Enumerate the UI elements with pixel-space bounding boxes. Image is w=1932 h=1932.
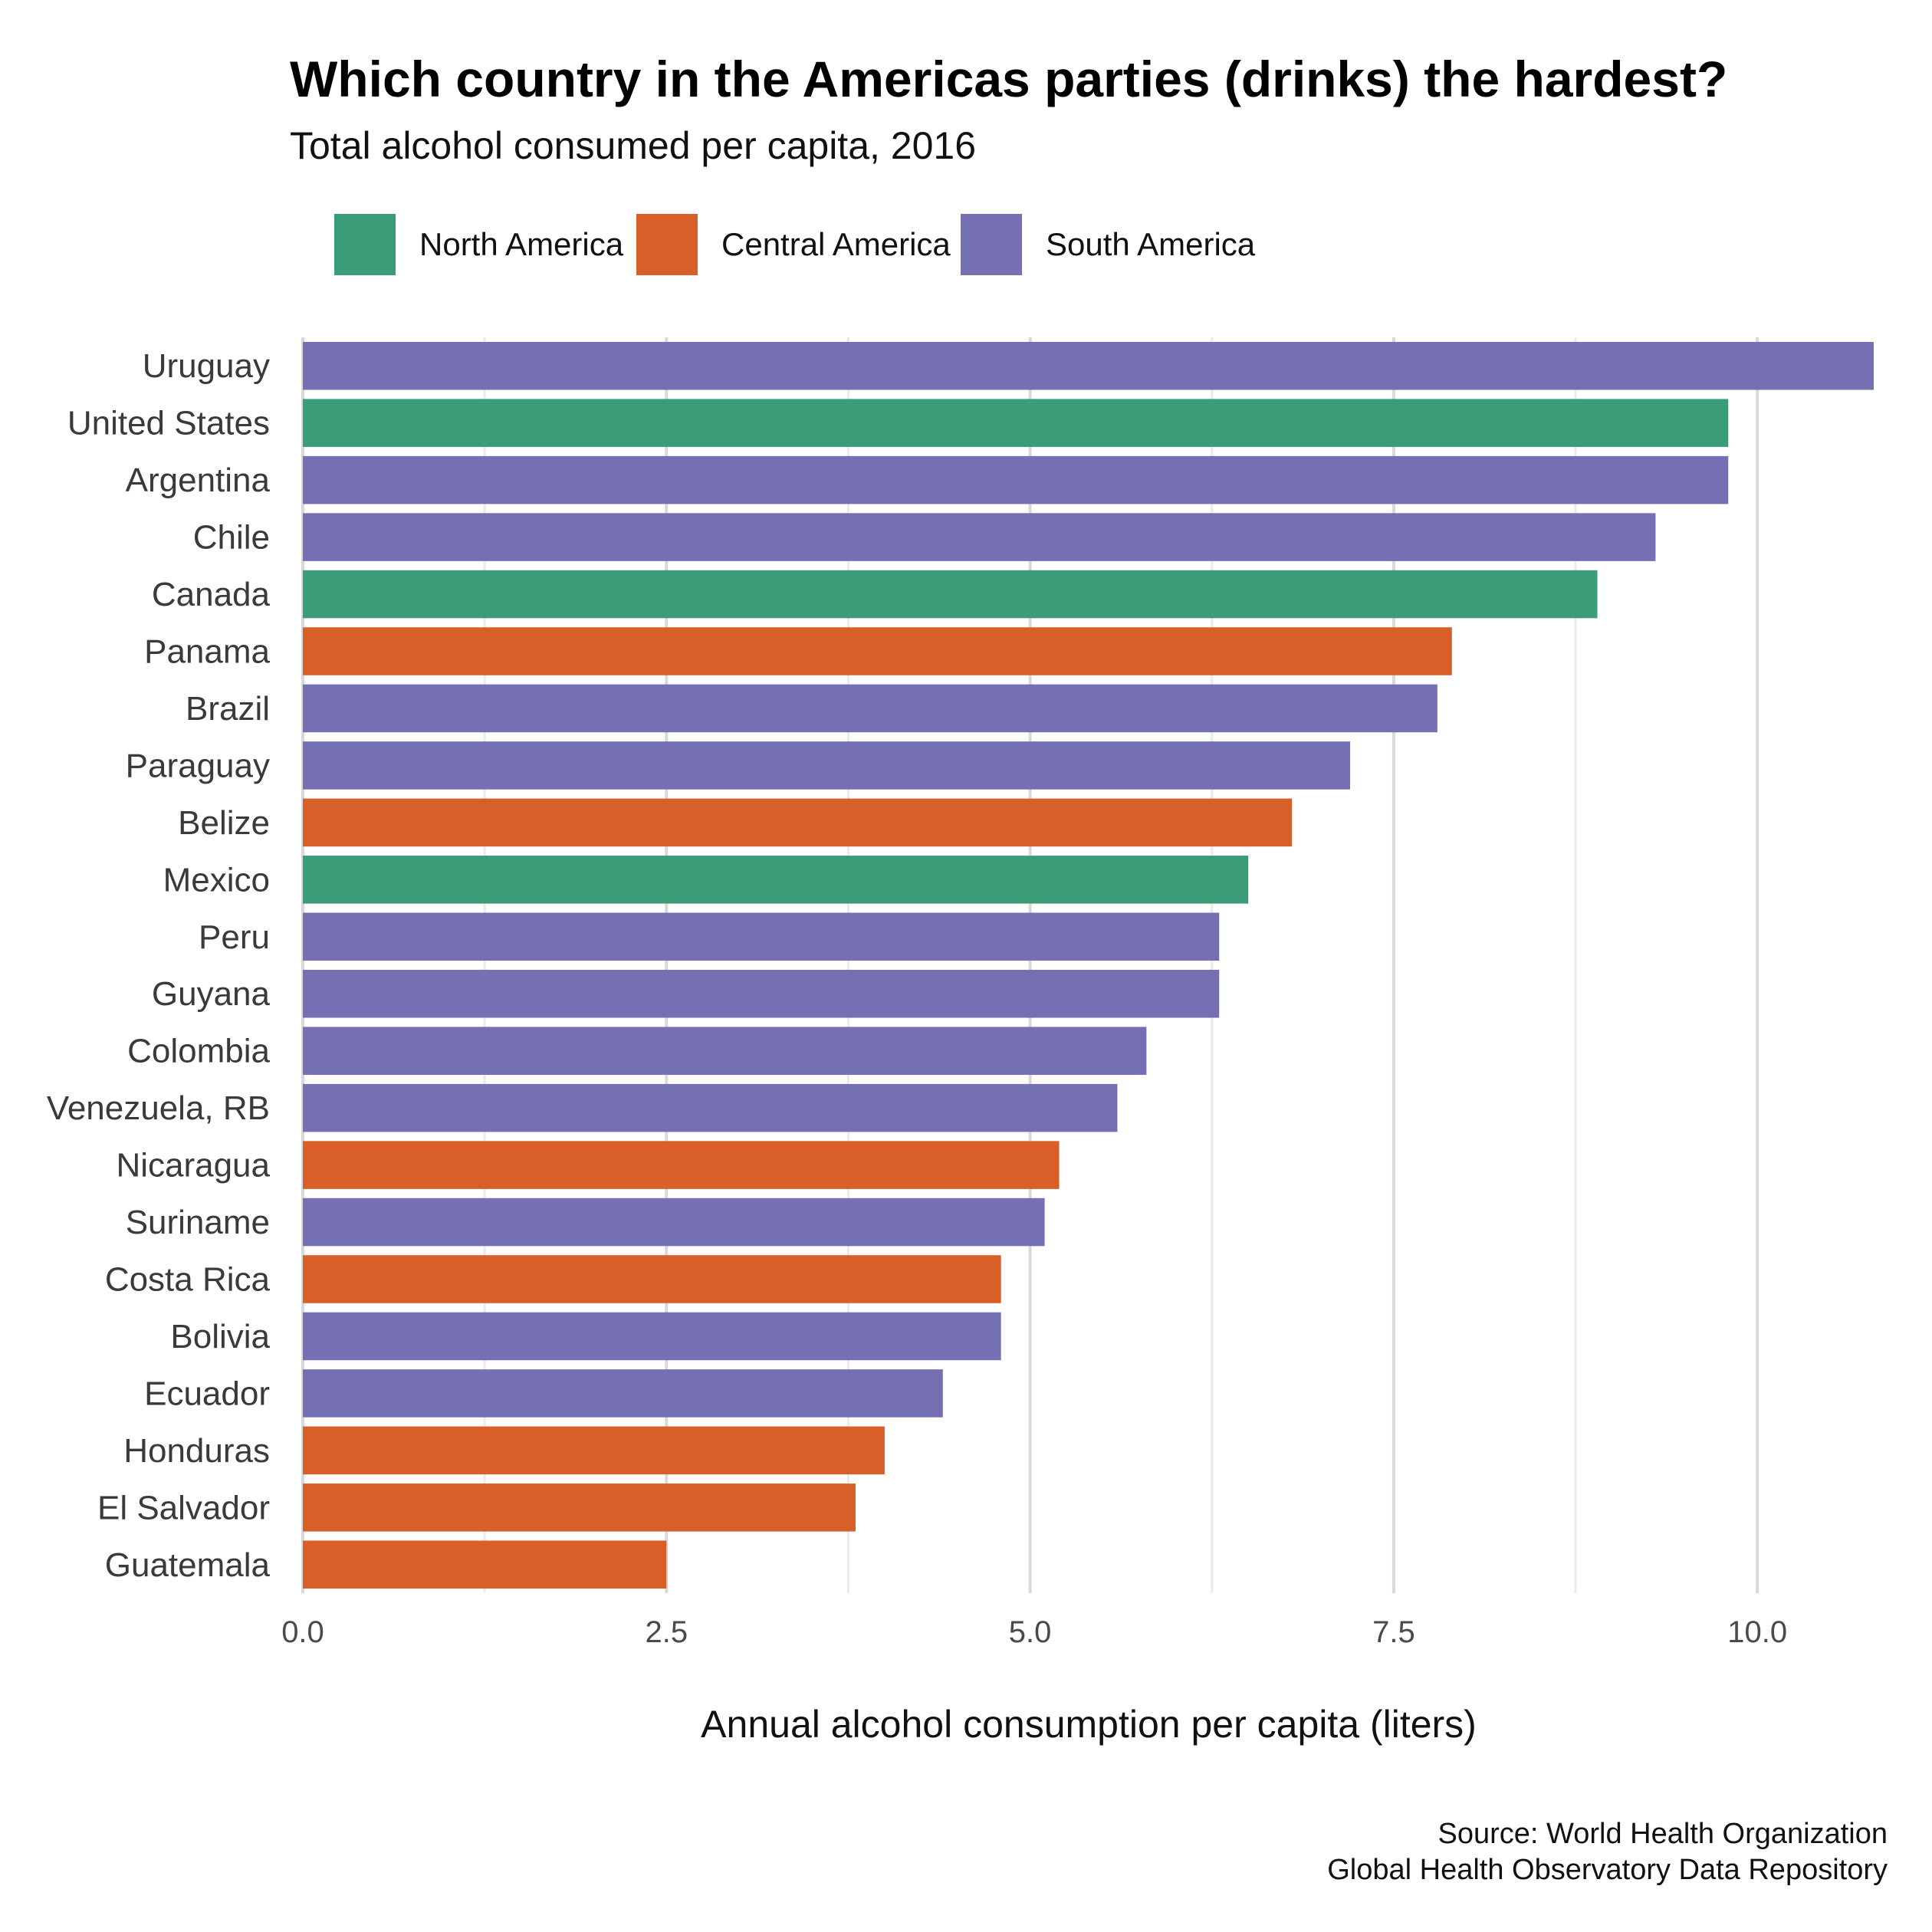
bar-honduras (303, 1426, 885, 1475)
bar-suriname (303, 1198, 1045, 1247)
bar-united-states (303, 399, 1729, 447)
legend-label: Central America (721, 226, 951, 262)
legend-label: South America (1046, 226, 1256, 262)
bar-guyana (303, 969, 1220, 1018)
x-tick-label: 0.0 (281, 1615, 324, 1649)
category-label: Mexico (163, 861, 270, 899)
bar-colombia (303, 1027, 1147, 1075)
category-label: El Salvador (97, 1489, 270, 1526)
bar-panama (303, 627, 1452, 675)
category-labels: Uruguay United States Argentina Chile Canada… (47, 347, 271, 1584)
bar-canada (303, 570, 1598, 619)
bar-ecuador (303, 1369, 943, 1418)
category-label: Ecuador (144, 1375, 270, 1412)
bars (303, 341, 1874, 1589)
bar-peru (303, 912, 1220, 961)
category-label: Uruguay (143, 347, 270, 385)
category-label: Canada (152, 576, 271, 613)
category-label: Guatemala (105, 1546, 271, 1584)
x-tick-label: 7.5 (1372, 1615, 1415, 1649)
x-tick-label: 2.5 (646, 1615, 688, 1649)
category-label: Honduras (123, 1432, 270, 1470)
x-axis-title: Annual alcohol consumption per capita (l… (701, 1703, 1477, 1746)
bar-belize (303, 798, 1293, 847)
legend-swatch (636, 214, 698, 275)
bar-bolivia (303, 1312, 1001, 1361)
source-caption-line2: Global Health Observatory Data Repositor… (1327, 1854, 1888, 1886)
bar-brazil (303, 684, 1438, 733)
chart-title: Which country in the Americas parties (d… (290, 51, 1727, 107)
category-label: Costa Rica (105, 1261, 271, 1299)
category-label: Argentina (126, 462, 271, 499)
category-label: Belize (178, 804, 270, 842)
bar-venezuela-rb (303, 1083, 1118, 1132)
category-label: Bolivia (170, 1318, 270, 1355)
bar-mexico (303, 856, 1249, 904)
legend-swatch (961, 214, 1022, 275)
bar-nicaragua (303, 1141, 1060, 1189)
x-tick-label: 10.0 (1727, 1615, 1787, 1649)
category-label: Venezuela, RB (47, 1089, 270, 1127)
category-label: Nicaragua (116, 1147, 270, 1184)
bar-paraguay (303, 741, 1350, 790)
bar-guatemala (303, 1540, 667, 1589)
bar-costa-rica (303, 1255, 1001, 1303)
category-label: United States (67, 405, 270, 442)
category-label: Chile (193, 519, 270, 557)
legend-swatch (334, 214, 396, 275)
bar-el-salvador (303, 1484, 856, 1532)
bar-argentina (303, 455, 1729, 504)
category-label: Guyana (152, 975, 271, 1013)
category-label: Paraguay (126, 747, 270, 784)
category-label: Colombia (127, 1033, 270, 1070)
category-label: Brazil (186, 690, 270, 728)
chart-subtitle: Total alcohol consumed per capita, 2016 (290, 124, 976, 167)
legend: North America Central America South Americ… (334, 214, 1256, 275)
category-label: Panama (144, 633, 270, 671)
bar-chile (303, 513, 1656, 561)
bar-uruguay (303, 341, 1874, 390)
legend-label: North America (419, 226, 624, 262)
category-label: Peru (199, 918, 270, 956)
source-caption-line1: Source: World Health Organization (1438, 1818, 1888, 1850)
x-tick-label: 5.0 (1009, 1615, 1052, 1649)
category-label: Suriname (126, 1204, 270, 1241)
x-tick-labels: 0.0 2.5 5.0 7.5 10.0 (281, 1615, 1787, 1649)
